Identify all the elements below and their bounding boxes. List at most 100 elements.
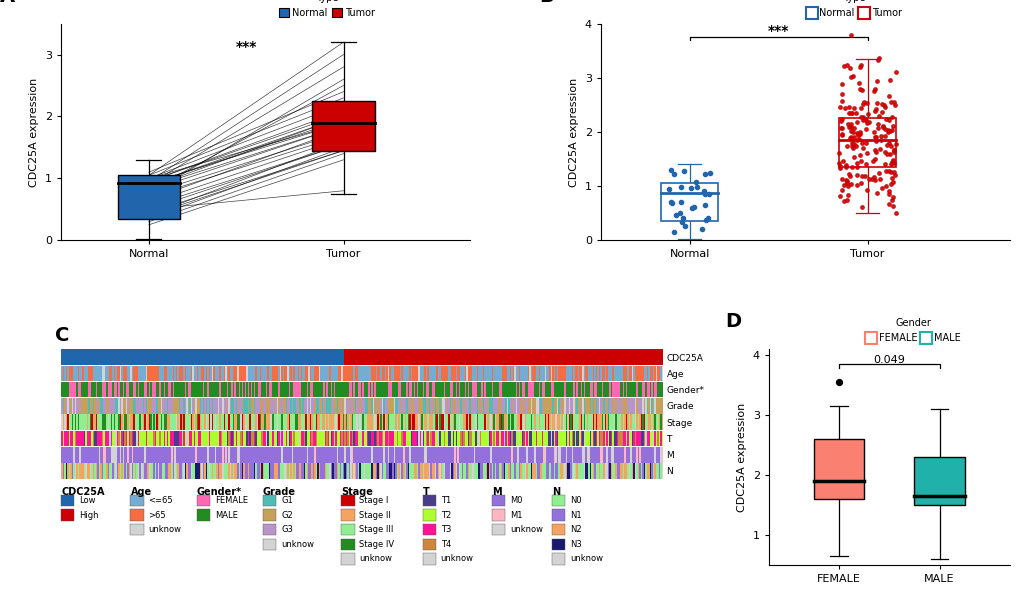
Bar <box>497 382 499 398</box>
Bar <box>591 447 592 462</box>
Bar <box>621 415 623 430</box>
Bar <box>301 447 302 462</box>
Bar <box>485 415 487 430</box>
Bar <box>124 415 125 430</box>
Bar <box>624 349 626 365</box>
Bar <box>356 366 358 381</box>
Bar <box>310 415 311 430</box>
Bar <box>166 349 168 365</box>
Point <box>880 186 897 196</box>
Bar <box>245 431 247 446</box>
Text: N: N <box>665 468 673 477</box>
Bar <box>64 349 65 365</box>
Bar <box>535 398 536 413</box>
Bar <box>443 398 444 413</box>
Bar <box>191 366 192 381</box>
Bar <box>305 447 307 462</box>
Text: Age: Age <box>130 487 152 497</box>
Text: CDC25A: CDC25A <box>665 353 703 363</box>
Bar <box>425 349 427 365</box>
Bar <box>444 431 446 446</box>
Bar <box>620 447 621 462</box>
Bar <box>320 463 321 479</box>
Bar <box>409 398 410 413</box>
Bar <box>500 349 502 365</box>
Point <box>851 62 867 72</box>
Bar <box>482 463 484 479</box>
Bar <box>341 447 342 462</box>
Bar <box>419 415 421 430</box>
Bar <box>523 447 525 462</box>
Bar <box>89 447 90 462</box>
Point <box>854 99 870 108</box>
Point <box>884 145 901 155</box>
Bar <box>510 415 511 430</box>
Bar <box>286 463 288 479</box>
Bar <box>348 349 350 365</box>
Bar <box>266 349 267 365</box>
Bar <box>220 447 222 462</box>
Bar <box>177 447 178 462</box>
Bar <box>140 431 141 446</box>
Bar <box>570 382 571 398</box>
Bar <box>573 366 574 381</box>
Bar <box>452 366 453 381</box>
Bar <box>358 431 359 446</box>
Bar <box>226 366 228 381</box>
Bar <box>323 415 324 430</box>
Bar <box>342 431 344 446</box>
Bar <box>192 382 194 398</box>
Bar <box>109 398 111 413</box>
Bar <box>542 349 544 365</box>
Bar <box>424 366 425 381</box>
Bar <box>111 447 112 462</box>
Bar <box>627 382 629 398</box>
Bar <box>597 463 598 479</box>
Bar <box>200 463 201 479</box>
Bar <box>77 349 79 365</box>
Bar <box>526 382 528 398</box>
Bar <box>234 447 235 462</box>
Bar <box>321 431 323 446</box>
Point <box>851 84 867 94</box>
Bar <box>131 382 133 398</box>
Bar <box>547 398 548 413</box>
Bar <box>361 431 362 446</box>
Bar <box>232 415 234 430</box>
Bar <box>222 431 223 446</box>
Point <box>838 195 854 204</box>
Bar <box>219 447 220 462</box>
Bar <box>573 447 574 462</box>
Bar <box>235 349 237 365</box>
Bar <box>184 447 186 462</box>
Bar <box>548 382 550 398</box>
Bar <box>373 431 374 446</box>
Bar <box>613 398 614 413</box>
Text: unknow: unknow <box>440 554 473 564</box>
Bar <box>419 431 421 446</box>
Bar <box>345 349 346 365</box>
Bar <box>281 447 282 462</box>
Bar <box>263 431 264 446</box>
Bar <box>463 366 465 381</box>
Bar <box>608 447 610 462</box>
Bar <box>646 349 648 365</box>
Bar <box>242 447 244 462</box>
Bar <box>329 447 330 462</box>
Bar <box>162 431 163 446</box>
Y-axis label: CDC25A expression: CDC25A expression <box>737 402 747 512</box>
Bar <box>180 349 181 365</box>
Bar <box>304 431 305 446</box>
Bar <box>90 463 92 479</box>
Bar <box>589 463 591 479</box>
Bar <box>200 431 201 446</box>
Bar <box>94 382 96 398</box>
Bar <box>81 447 83 462</box>
Bar <box>588 431 589 446</box>
Bar <box>548 366 550 381</box>
Bar <box>588 398 589 413</box>
Point <box>875 147 892 156</box>
Point <box>838 60 854 70</box>
Bar <box>594 431 595 446</box>
Bar <box>631 463 633 479</box>
